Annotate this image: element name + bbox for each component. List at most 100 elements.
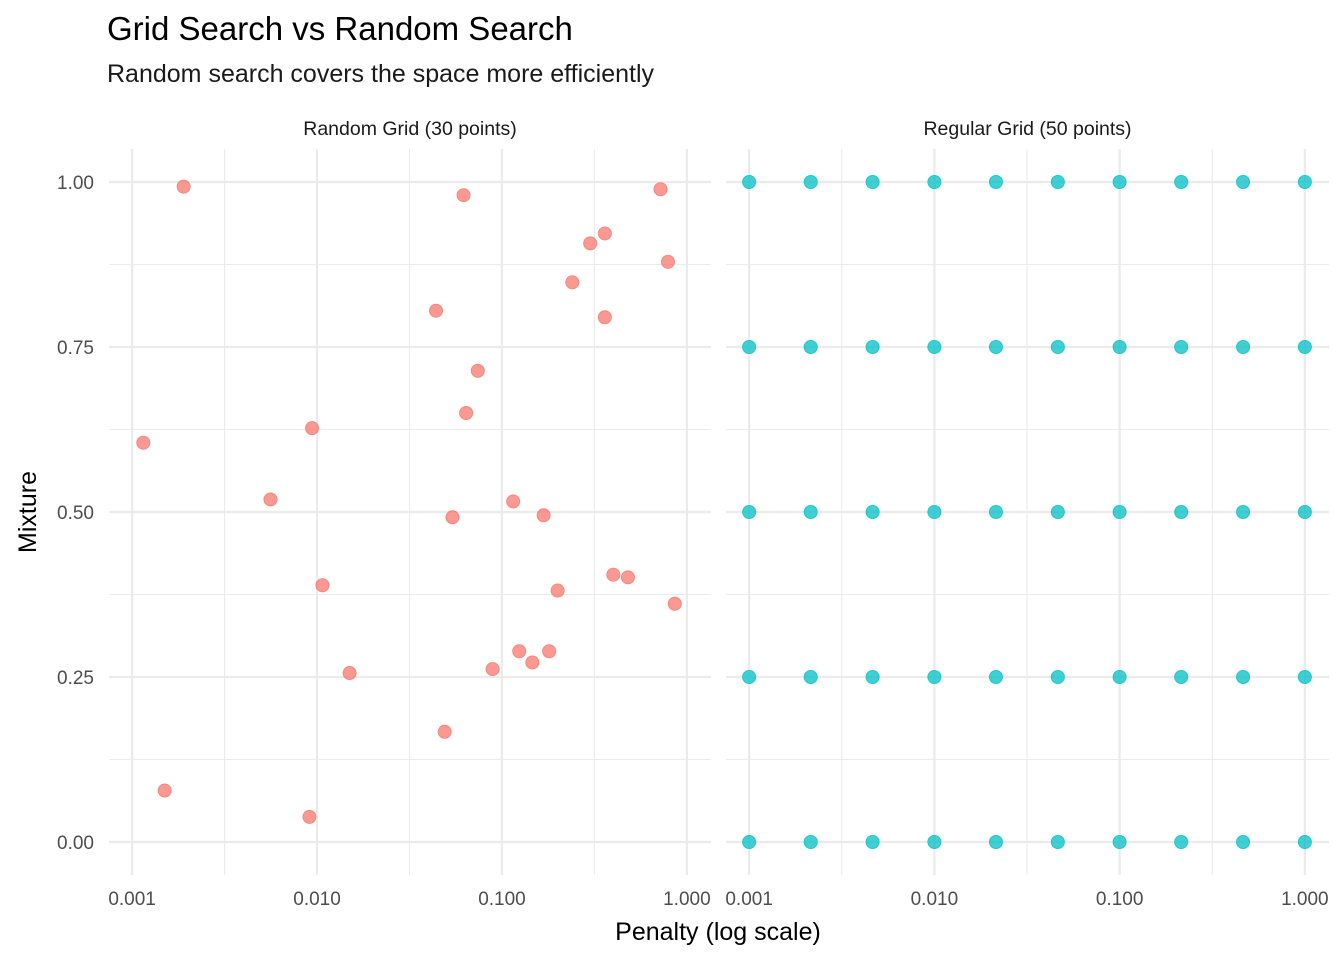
data-point: [1112, 670, 1127, 685]
data-point: [1297, 670, 1312, 685]
data-point: [1174, 670, 1189, 685]
data-point: [1297, 835, 1312, 850]
x-tick-label: 0.001: [108, 889, 156, 910]
data-point: [1112, 174, 1127, 189]
data-point: [550, 583, 565, 598]
data-point: [927, 174, 942, 189]
x-tick-label: 0.010: [293, 889, 341, 910]
data-point: [803, 504, 818, 519]
x-tick-label: 0.100: [478, 889, 526, 910]
data-point: [302, 809, 317, 824]
x-tick-label: 0.010: [911, 889, 959, 910]
data-point: [437, 724, 452, 739]
data-point: [1236, 835, 1251, 850]
data-point: [1112, 504, 1127, 519]
data-point: [927, 670, 942, 685]
data-point: [583, 236, 598, 251]
data-point: [667, 596, 682, 611]
data-point: [803, 339, 818, 354]
data-point: [1236, 504, 1251, 519]
panel-1: Random Grid (30 points) 0.001 0.010 0.100 1.…: [57, 118, 711, 910]
data-point: [742, 174, 757, 189]
facet-label: Regular Grid (50 points): [923, 118, 1131, 140]
data-point: [597, 226, 612, 241]
data-point: [470, 363, 485, 378]
data-point: [1236, 174, 1251, 189]
x-tick-label: 0.001: [725, 889, 773, 910]
y-tick-label: 0.75: [57, 338, 94, 359]
data-point: [485, 662, 500, 677]
data-point: [865, 670, 880, 685]
data-point: [1297, 504, 1312, 519]
data-point: [865, 174, 880, 189]
data-point: [176, 179, 191, 194]
data-point: [429, 303, 444, 318]
data-point: [742, 670, 757, 685]
data-point: [1236, 339, 1251, 354]
data-point: [1297, 339, 1312, 354]
data-point: [660, 254, 675, 269]
data-point: [315, 578, 330, 593]
data-point: [525, 655, 540, 670]
data-point: [803, 670, 818, 685]
data-point: [506, 494, 521, 509]
data-point: [512, 644, 527, 659]
facet-label: Random Grid (30 points): [303, 118, 517, 140]
x-tick-label: 1.000: [1281, 889, 1329, 910]
data-point: [1050, 835, 1065, 850]
panel-2: Regular Grid (50 points) 0.001 0.010 0.100 1…: [725, 118, 1329, 910]
data-point: [1174, 835, 1189, 850]
data-point: [1050, 339, 1065, 354]
data-point: [742, 835, 757, 850]
data-point: [988, 174, 1003, 189]
data-point: [988, 835, 1003, 850]
data-point: [606, 567, 621, 582]
data-point: [653, 182, 668, 197]
data-point: [536, 508, 551, 523]
data-point: [597, 310, 612, 325]
data-point: [865, 504, 880, 519]
y-tick-label: 0.25: [57, 668, 94, 689]
data-point: [263, 492, 278, 507]
data-point: [927, 339, 942, 354]
data-point: [988, 504, 1003, 519]
data-point: [927, 504, 942, 519]
data-point: [456, 188, 471, 203]
y-tick-label: 1.00: [57, 173, 94, 194]
facet-panels: Random Grid (30 points) 0.001 0.010 0.100 1.…: [57, 118, 1329, 910]
data-point: [459, 405, 474, 420]
data-point: [988, 670, 1003, 685]
data-point: [1112, 835, 1127, 850]
data-point: [136, 435, 151, 450]
data-point: [1236, 670, 1251, 685]
data-point: [305, 421, 320, 436]
data-point: [803, 835, 818, 850]
x-tick-label: 1.000: [663, 889, 711, 910]
data-point: [927, 835, 942, 850]
data-point: [1050, 670, 1065, 685]
data-point: [803, 174, 818, 189]
x-tick-label: 0.100: [1096, 889, 1144, 910]
data-point: [1174, 504, 1189, 519]
chart-subtitle: Random search covers the space more effi…: [107, 60, 655, 88]
data-point: [157, 783, 172, 798]
data-point: [1174, 339, 1189, 354]
data-point: [342, 666, 357, 681]
data-point: [1112, 339, 1127, 354]
data-point: [865, 835, 880, 850]
data-point: [620, 570, 635, 585]
data-point: [865, 339, 880, 354]
data-point: [1297, 174, 1312, 189]
data-point: [988, 339, 1003, 354]
x-axis-title: Penalty (log scale): [615, 918, 821, 946]
data-point: [1050, 504, 1065, 519]
data-point: [445, 510, 460, 525]
y-tick-label: 0.00: [57, 833, 94, 854]
data-point: [565, 275, 580, 290]
data-point: [542, 644, 557, 659]
data-point: [1174, 174, 1189, 189]
y-axis-title: Mixture: [14, 471, 42, 553]
data-point: [1050, 174, 1065, 189]
y-tick-label: 0.50: [57, 503, 94, 524]
